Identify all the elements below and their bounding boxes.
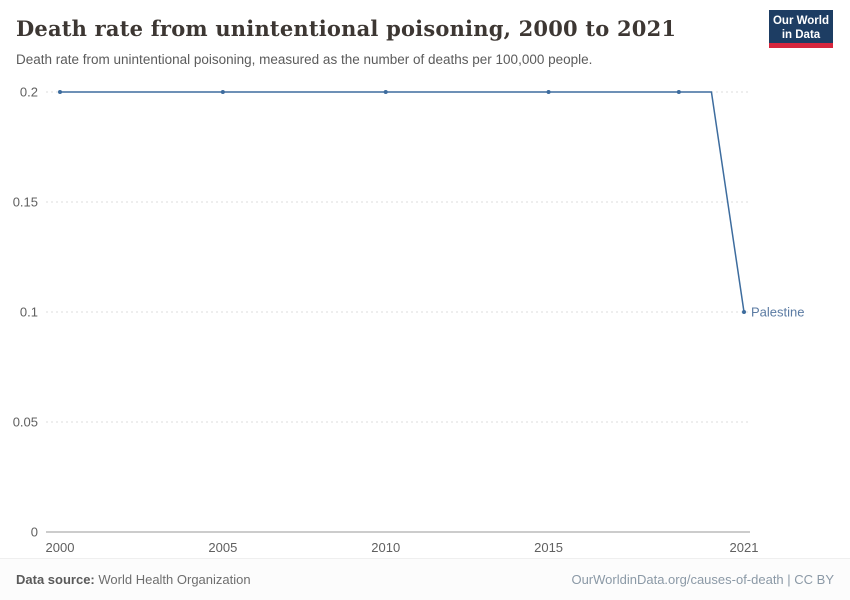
x-tick-label: 2015 <box>534 540 563 555</box>
data-source-value: World Health Organization <box>98 572 251 587</box>
owid-logo: Our World in Data <box>769 10 833 48</box>
data-source-label: Data source: <box>16 572 95 587</box>
chart-title: Death rate from unintentional poisoning,… <box>16 16 677 41</box>
data-source: Data source: World Health Organization <box>16 572 251 587</box>
x-tick-label: 2000 <box>46 540 75 555</box>
x-tick-label: 2010 <box>371 540 400 555</box>
line-chart[interactable]: 0 0.05 0.1 0.15 0.2 2000 2005 2010 2015 2021 Pales… <box>0 80 850 560</box>
series-line-palestine[interactable] <box>60 91 745 313</box>
entity-label-palestine[interactable]: Palestine <box>751 305 804 320</box>
chart-subtitle: Death rate from unintentional poisoning,… <box>16 52 593 67</box>
data-point-marker[interactable] <box>383 90 388 94</box>
data-point-marker[interactable] <box>546 90 551 94</box>
x-tick-label: 2005 <box>208 540 237 555</box>
logo-line-2: in Data <box>781 29 821 41</box>
y-tick-label: 0.15 <box>13 195 38 210</box>
y-tick-label: 0.2 <box>20 85 38 100</box>
data-point-marker[interactable] <box>676 90 681 94</box>
data-point-marker[interactable] <box>742 310 746 314</box>
data-point-marker[interactable] <box>220 90 225 94</box>
logo-accent-bar <box>769 43 833 48</box>
y-tick-label: 0.05 <box>13 415 38 430</box>
chart-footer: Data source: World Health Organization O… <box>0 558 850 600</box>
data-point-marker[interactable] <box>58 90 62 94</box>
y-tick-label: 0 <box>31 525 38 540</box>
credit-link[interactable]: OurWorldinData.org/causes-of-death | CC … <box>571 572 834 587</box>
logo-line-1: Our World <box>772 15 829 27</box>
chart-canvas[interactable]: 0 0.05 0.1 0.15 0.2 2000 2005 2010 2015 2021 Pales… <box>0 80 850 560</box>
x-tick-label: 2021 <box>730 540 759 555</box>
y-tick-label: 0.1 <box>20 305 38 320</box>
